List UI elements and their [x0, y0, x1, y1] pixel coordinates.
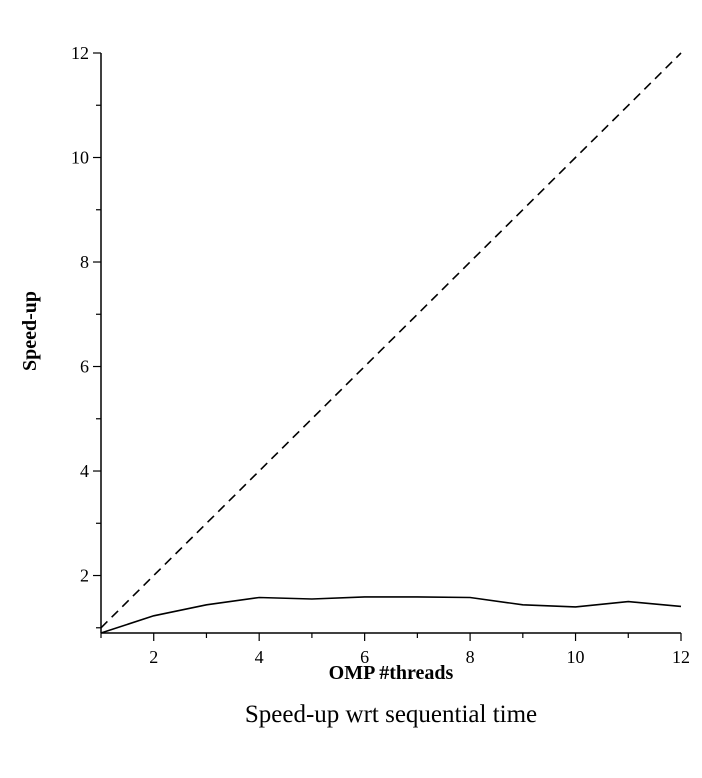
y-tick-label: 4	[80, 461, 89, 481]
y-tick-label: 10	[71, 148, 89, 168]
y-tick-label: 8	[80, 252, 89, 272]
axes	[100, 53, 681, 634]
x-tick-label: 10	[567, 647, 585, 667]
y-axis-title: Speed-up	[19, 291, 41, 371]
chart-caption: Speed-up wrt sequential time	[245, 701, 537, 728]
x-axis-title: OMP #threads	[329, 662, 454, 684]
y-tick-label: 2	[80, 566, 89, 586]
measured-speedup-line	[100, 596, 682, 634]
x-tick-label: 6	[360, 647, 369, 667]
series-group	[100, 52, 682, 634]
y-ticks: 2 4 6 8 10 12	[71, 43, 101, 629]
x-ticks: 2 4 6 8 10 12	[100, 633, 690, 667]
x-tick-label: 2	[149, 647, 158, 667]
x-tick-label: 4	[255, 647, 264, 667]
y-tick-label: 6	[80, 357, 89, 377]
x-tick-label: 12	[672, 647, 690, 667]
ideal-speedup-line	[100, 52, 682, 629]
y-tick-label: 12	[71, 43, 89, 63]
x-tick-label: 8	[466, 647, 475, 667]
